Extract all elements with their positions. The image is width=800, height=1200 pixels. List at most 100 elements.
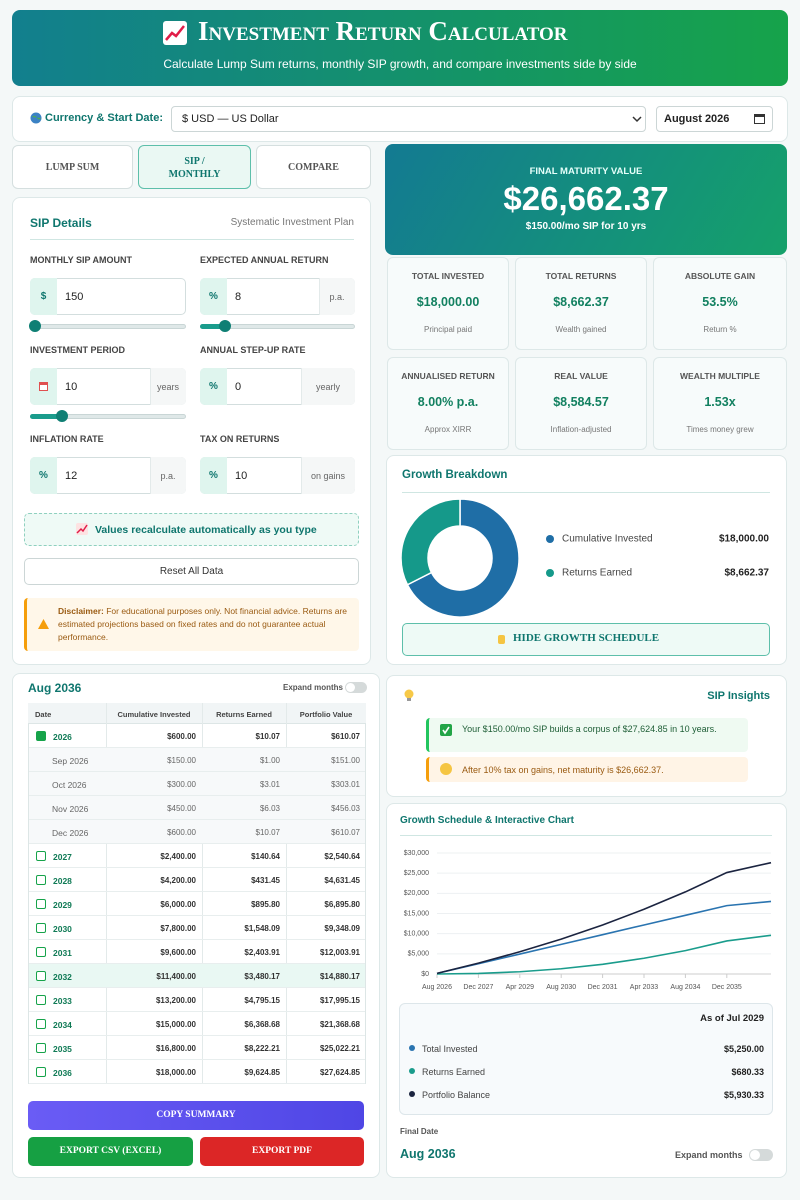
table-cell: $300.00 bbox=[167, 780, 196, 789]
table-cell: 2027 bbox=[53, 852, 72, 862]
divider bbox=[30, 239, 354, 240]
expand-icon[interactable] bbox=[36, 1019, 46, 1029]
switch[interactable] bbox=[345, 682, 367, 693]
expand-icon[interactable] bbox=[36, 1043, 46, 1053]
expand-icon[interactable] bbox=[36, 923, 46, 933]
slider-thumb bbox=[219, 320, 231, 332]
table-row bbox=[29, 724, 365, 748]
table-cell: $25,022.21 bbox=[319, 1044, 360, 1053]
table-cell: $6.03 bbox=[259, 804, 280, 813]
table-cell: $17,995.15 bbox=[319, 996, 360, 1005]
input-value: 8 bbox=[235, 291, 242, 303]
input-value: 10 bbox=[65, 381, 78, 393]
x-tick-label: Dec 2035 bbox=[712, 984, 742, 991]
column-header: Portfolio Value bbox=[299, 710, 353, 719]
table-cell: $140.64 bbox=[251, 852, 280, 861]
stat-value: 8.00% p.a. bbox=[417, 395, 479, 409]
input-prefix: % bbox=[209, 470, 218, 481]
title: Investment Return Calculator bbox=[198, 16, 568, 46]
tooltip-box bbox=[399, 1003, 773, 1115]
expand-icon[interactable] bbox=[36, 1067, 46, 1077]
date-input[interactable] bbox=[656, 106, 773, 132]
stat-sub: Return % bbox=[703, 325, 737, 334]
input-value: 150 bbox=[65, 291, 84, 303]
switch-knob bbox=[346, 683, 355, 692]
table-cell: $13,200.00 bbox=[155, 996, 196, 1005]
divider bbox=[402, 492, 770, 493]
expand-icon[interactable] bbox=[36, 995, 46, 1005]
table-cell: $16,800.00 bbox=[155, 1044, 196, 1053]
slider[interactable] bbox=[30, 324, 186, 329]
suffix-box bbox=[150, 457, 186, 494]
expand-icon[interactable] bbox=[36, 971, 46, 981]
legend-label: Cumulative Invested bbox=[562, 534, 653, 545]
stat-value: 1.53x bbox=[704, 395, 736, 409]
csv-button[interactable] bbox=[28, 1137, 193, 1166]
table-cell: $7,800.00 bbox=[160, 924, 196, 933]
table-cell: $9,600.00 bbox=[160, 948, 196, 957]
x-tick-label: Aug 2026 bbox=[422, 984, 452, 991]
x-tick-label: Apr 2033 bbox=[630, 984, 659, 991]
column-divider bbox=[106, 703, 107, 1084]
currency-select[interactable] bbox=[171, 106, 646, 132]
tooltip-title: As of Jul 2029 bbox=[700, 1013, 764, 1024]
breakdown-title: Growth Breakdown bbox=[402, 469, 508, 481]
table-cell: $895.80 bbox=[251, 900, 280, 909]
input-value: 0 bbox=[235, 381, 242, 393]
prefix-box bbox=[30, 278, 57, 315]
coin-icon bbox=[440, 763, 452, 775]
switch[interactable] bbox=[749, 1149, 773, 1161]
table-cell: 2028 bbox=[53, 876, 72, 886]
item-dot bbox=[409, 1045, 415, 1051]
stat-sub: Inflation-adjusted bbox=[550, 425, 612, 434]
sip-panel bbox=[12, 197, 371, 665]
stat-label: REAL VALUE bbox=[554, 371, 608, 381]
table-cell: $10.07 bbox=[255, 732, 280, 741]
tab[interactable] bbox=[138, 145, 251, 189]
expand-icon[interactable] bbox=[36, 875, 46, 885]
hand-icon bbox=[498, 635, 505, 644]
item-name: Portfolio Balance bbox=[422, 1090, 491, 1100]
field-label: INFLATION RATE bbox=[30, 434, 104, 444]
expand-icon[interactable] bbox=[36, 947, 46, 957]
expand-icon[interactable] bbox=[36, 731, 46, 741]
column-header: Returns Earned bbox=[216, 710, 272, 719]
y-tick-label: $25,000 bbox=[404, 870, 429, 877]
table-cell: $1.00 bbox=[259, 756, 280, 765]
input-suffix: on gains bbox=[310, 471, 346, 481]
tab[interactable] bbox=[12, 145, 133, 189]
input-prefix: % bbox=[209, 381, 218, 392]
table-cell: $3.01 bbox=[259, 780, 280, 789]
table-cell: Dec 2026 bbox=[52, 828, 89, 838]
tab[interactable] bbox=[256, 145, 371, 189]
stat-value: $8,584.57 bbox=[553, 395, 609, 409]
input-suffix: yearly bbox=[315, 382, 340, 392]
y-tick-label: $20,000 bbox=[404, 890, 429, 897]
y-tick-label: $15,000 bbox=[404, 910, 429, 917]
chevron bbox=[632, 116, 642, 123]
x-tick-label: Aug 2030 bbox=[546, 984, 576, 991]
table-cell: $6,368.68 bbox=[244, 1020, 280, 1029]
table-cell: 2026 bbox=[53, 732, 72, 742]
x-tick-label: Dec 2027 bbox=[463, 984, 493, 991]
schedule-toggle-button[interactable] bbox=[402, 623, 770, 656]
table-row bbox=[29, 868, 365, 892]
header bbox=[12, 10, 788, 86]
table-cell: $12,003.91 bbox=[319, 948, 360, 957]
table-cell: 2034 bbox=[53, 1020, 72, 1030]
legend-value: $8,662.37 bbox=[725, 568, 770, 579]
pdf-button[interactable] bbox=[200, 1137, 364, 1166]
field-label: TAX ON RETURNS bbox=[200, 434, 280, 444]
donut-segment bbox=[406, 498, 520, 618]
insights-title: SIP Insights bbox=[707, 690, 770, 702]
table-cell: 2031 bbox=[53, 948, 72, 958]
table-cell: 2032 bbox=[53, 972, 72, 982]
stat-card bbox=[387, 257, 509, 350]
series-line bbox=[436, 861, 772, 975]
table-cell: $15,000.00 bbox=[155, 1020, 196, 1029]
expand-icon[interactable] bbox=[36, 899, 46, 909]
reset-button[interactable] bbox=[24, 558, 359, 585]
input-prefix: % bbox=[209, 291, 218, 302]
expand-icon[interactable] bbox=[36, 851, 46, 861]
copy-button[interactable] bbox=[28, 1101, 364, 1130]
